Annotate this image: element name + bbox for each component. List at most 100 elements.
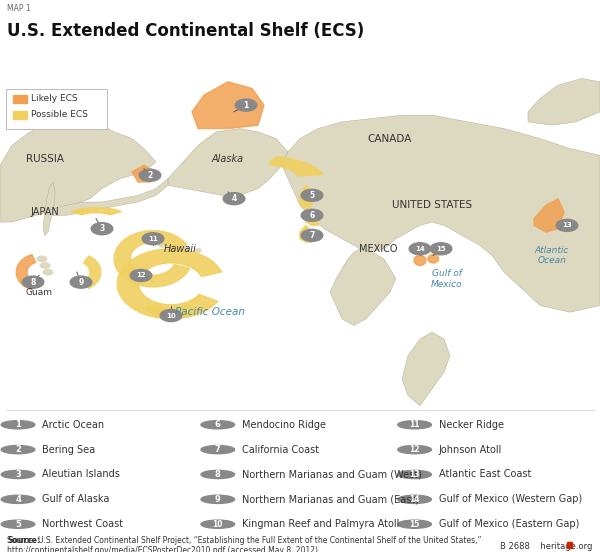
Text: Gulf of Mexico (Eastern Gap): Gulf of Mexico (Eastern Gap) [439,519,579,529]
Text: http://continentalshelf.gov/media/ECSPosterDec2010.pdf (accessed May 8, 2012).: http://continentalshelf.gov/media/ECSPos… [7,546,320,552]
Polygon shape [528,78,600,125]
Circle shape [301,230,323,241]
Polygon shape [402,332,450,406]
Text: Source: U.S. Extended Continental Shelf Project, “Establishing the Full Extent o: Source: U.S. Extended Continental Shelf … [7,536,482,545]
Polygon shape [42,179,168,215]
Text: Necker Ridge: Necker Ridge [439,420,503,430]
Text: 13: 13 [562,222,572,229]
Text: U.S. Extended Continental Shelf (ECS): U.S. Extended Continental Shelf (ECS) [7,22,364,40]
Text: Northwest Coast: Northwest Coast [42,519,123,529]
Text: Atlantic
Ocean: Atlantic Ocean [535,246,569,265]
Circle shape [171,246,177,249]
Polygon shape [306,209,318,225]
Circle shape [398,495,431,503]
Circle shape [409,243,431,255]
Circle shape [195,249,201,252]
Text: 10: 10 [166,312,176,319]
Circle shape [159,244,165,247]
Text: 8: 8 [215,470,221,479]
Text: Source:: Source: [7,536,40,545]
Text: Kingman Reef and Palmyra Atoll: Kingman Reef and Palmyra Atoll [242,519,399,529]
Polygon shape [132,165,156,182]
Text: 8: 8 [31,278,35,286]
Text: 6: 6 [215,420,221,429]
Text: 15: 15 [436,246,446,252]
Text: Aleutian Islands: Aleutian Islands [42,469,120,480]
Text: 9: 9 [215,495,221,504]
Circle shape [201,520,235,528]
Text: Bering Sea: Bering Sea [42,444,95,455]
Text: 1: 1 [15,420,21,429]
Text: 7: 7 [310,231,314,240]
Text: Mendocino Ridge: Mendocino Ridge [242,420,326,430]
Polygon shape [0,115,156,222]
Text: 5: 5 [15,519,21,529]
Text: 9: 9 [79,278,83,286]
Polygon shape [117,249,222,319]
Text: 5: 5 [310,191,314,200]
Circle shape [43,269,53,275]
Circle shape [91,222,113,235]
Circle shape [160,310,182,322]
Polygon shape [268,157,323,176]
Polygon shape [83,256,101,288]
Text: Northern Marianas and Guam (East): Northern Marianas and Guam (East) [242,495,419,505]
Text: Arctic Ocean: Arctic Ocean [42,420,104,430]
Bar [567,543,572,548]
Circle shape [40,263,50,268]
Polygon shape [43,182,55,235]
Text: 4: 4 [15,495,21,504]
Text: 11: 11 [148,236,158,242]
Text: 14: 14 [409,495,420,504]
Text: Atlantic East Coast: Atlantic East Coast [439,469,531,480]
Circle shape [37,256,47,262]
Text: Guam: Guam [25,288,53,296]
Circle shape [430,243,452,255]
Text: MAP 1: MAP 1 [7,3,31,13]
Circle shape [201,421,235,429]
Polygon shape [71,208,121,215]
Circle shape [22,276,44,288]
Polygon shape [330,249,396,326]
Circle shape [398,520,431,528]
Polygon shape [300,225,312,242]
Polygon shape [300,185,312,209]
Circle shape [398,445,431,454]
Circle shape [556,219,578,231]
Text: Likely ECS: Likely ECS [31,94,78,103]
Text: Gulf of Alaska: Gulf of Alaska [42,495,109,505]
Text: 7: 7 [215,445,221,454]
Circle shape [1,445,35,454]
Text: 4: 4 [232,194,236,203]
Circle shape [301,189,323,201]
Circle shape [201,445,235,454]
Circle shape [1,520,35,528]
Text: CANADA: CANADA [368,134,412,144]
Circle shape [398,421,431,429]
Circle shape [223,193,245,205]
Text: 11: 11 [409,420,420,429]
Text: 2: 2 [15,445,21,454]
Text: Possible ECS: Possible ECS [31,110,88,119]
Circle shape [139,169,161,181]
Text: Northern Marianas and Guam (West): Northern Marianas and Guam (West) [242,469,422,480]
Circle shape [201,470,235,479]
Polygon shape [192,82,264,129]
Circle shape [235,99,257,111]
Bar [13,95,27,103]
Polygon shape [145,304,197,319]
Text: B 2688    heritage.org: B 2688 heritage.org [500,542,593,550]
Circle shape [1,470,35,479]
Polygon shape [534,199,564,232]
Text: Johnson Atoll: Johnson Atoll [439,444,502,455]
Text: UNITED STATES: UNITED STATES [392,200,472,210]
Text: 3: 3 [15,470,21,479]
Text: 2: 2 [148,171,152,180]
Circle shape [130,269,152,282]
Polygon shape [168,129,288,195]
Text: 1: 1 [244,100,248,110]
Circle shape [398,470,431,479]
Ellipse shape [414,256,426,266]
Text: Gulf of Mexico (Western Gap): Gulf of Mexico (Western Gap) [439,495,582,505]
Circle shape [183,247,189,251]
